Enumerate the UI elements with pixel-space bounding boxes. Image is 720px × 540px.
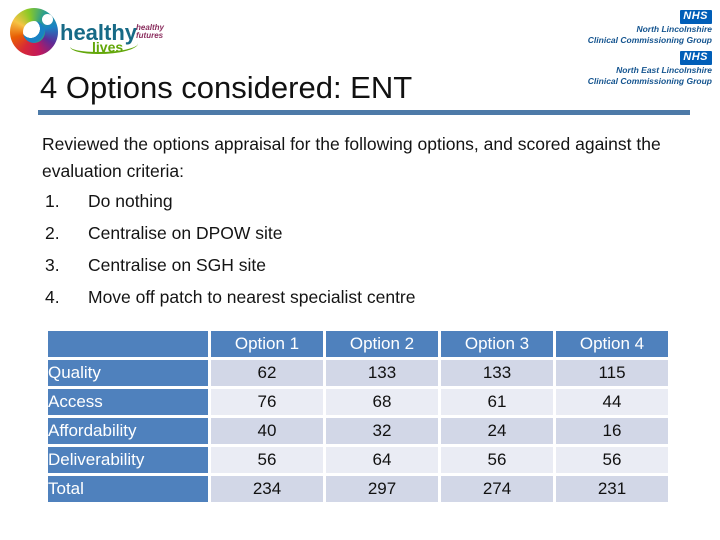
header-cell-option4: Option 4 [556, 331, 668, 357]
rainbow-swirl-icon [10, 8, 58, 56]
cell-value: 61 [441, 389, 553, 415]
list-item-number: 4. [45, 287, 60, 307]
list-item-text: Centralise on DPOW site [88, 223, 283, 243]
logo-futures-line2: futures [136, 31, 164, 40]
table-header-row: Option 1 Option 2 Option 3 Option 4 [48, 331, 668, 357]
table-row: Deliverability 56 64 56 56 [48, 447, 668, 473]
nhs-logos: NHS North Lincolnshire Clinical Commissi… [588, 6, 712, 88]
cell-value: 16 [556, 418, 668, 444]
cell-value: 44 [556, 389, 668, 415]
cell-value: 76 [211, 389, 323, 415]
logo-text-lives: lives [92, 39, 124, 55]
header-cell-option2: Option 2 [326, 331, 438, 357]
cell-value: 297 [326, 476, 438, 502]
options-scores-table: Option 1 Option 2 Option 3 Option 4 Qual… [45, 328, 671, 505]
table-row: Quality 62 133 133 115 [48, 360, 668, 386]
nhs-org-north-east-lincolnshire: NHS North East Lincolnshire Clinical Com… [588, 47, 712, 86]
row-label: Access [48, 389, 208, 415]
header-cell-option3: Option 3 [441, 331, 553, 357]
list-item-text: Centralise on SGH site [88, 255, 266, 275]
nhs-org2-subtitle: Clinical Commissioning Group [587, 75, 712, 86]
page-title: 4 Options considered: ENT [40, 70, 413, 105]
list-item-number: 2. [45, 223, 60, 243]
nhs-org-north-lincolnshire: NHS North Lincolnshire Clinical Commissi… [588, 6, 712, 45]
table-row-total: Total 234 297 274 231 [48, 476, 668, 502]
logo-text-healthy: healthy [60, 20, 138, 45]
healthy-lives-logo: healthy lives healthy futures [8, 6, 178, 68]
row-label: Affordability [48, 418, 208, 444]
logo-futures-line1: healthy [136, 23, 165, 32]
header-cell-option1: Option 1 [211, 331, 323, 357]
nhs-org1-name: North Lincolnshire [636, 24, 712, 34]
list-item: 3. Centralise on SGH site [45, 254, 665, 276]
header-cell-blank [48, 331, 208, 357]
nhs-org1-subtitle: Clinical Commissioning Group [587, 34, 712, 45]
cell-value: 115 [556, 360, 668, 386]
list-item-number: 3. [45, 255, 60, 275]
list-item-text: Do nothing [88, 191, 173, 211]
cell-value: 56 [211, 447, 323, 473]
cell-value: 234 [211, 476, 323, 502]
logo-swoosh [70, 36, 138, 54]
nhs-badge-icon: NHS [680, 10, 712, 24]
table-row: Affordability 40 32 24 16 [48, 418, 668, 444]
list-item-number: 1. [45, 191, 60, 211]
cell-value: 274 [441, 476, 553, 502]
cell-value: 24 [441, 418, 553, 444]
cell-value: 133 [326, 360, 438, 386]
intro-text: Reviewed the options appraisal for the f… [42, 134, 661, 181]
list-item-text: Move off patch to nearest specialist cen… [88, 287, 416, 307]
title-underline [38, 110, 690, 115]
cell-value: 231 [556, 476, 668, 502]
list-item: 4. Move off patch to nearest specialist … [45, 286, 665, 308]
row-label: Total [48, 476, 208, 502]
cell-value: 32 [326, 418, 438, 444]
logo-text-healthy-futures: healthy futures [136, 24, 164, 40]
nhs-badge-icon: NHS [680, 51, 712, 65]
list-item: 1. Do nothing [45, 190, 665, 212]
table-row: Access 76 68 61 44 [48, 389, 668, 415]
cell-value: 40 [211, 418, 323, 444]
row-label: Quality [48, 360, 208, 386]
row-label: Deliverability [48, 447, 208, 473]
cell-value: 64 [326, 447, 438, 473]
cell-value: 56 [556, 447, 668, 473]
cell-value: 62 [211, 360, 323, 386]
nhs-org2-name: North East Lincolnshire [616, 65, 712, 75]
list-item: 2. Centralise on DPOW site [45, 222, 665, 244]
cell-value: 68 [326, 389, 438, 415]
options-list: 1. Do nothing 2. Centralise on DPOW site… [45, 190, 665, 318]
cell-value: 56 [441, 447, 553, 473]
cell-value: 133 [441, 360, 553, 386]
